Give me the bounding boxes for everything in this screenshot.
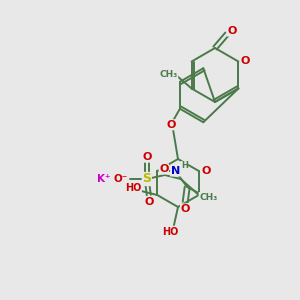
- Text: N: N: [171, 166, 180, 176]
- Text: O: O: [166, 120, 176, 130]
- Text: CH₃: CH₃: [160, 70, 178, 79]
- Text: O: O: [201, 166, 211, 176]
- Text: HO: HO: [125, 183, 141, 193]
- Text: O: O: [142, 152, 152, 162]
- Text: K⁺: K⁺: [97, 174, 110, 184]
- Text: O: O: [159, 164, 169, 174]
- Text: O: O: [144, 197, 154, 207]
- Text: HO: HO: [162, 227, 178, 237]
- Text: CH₃: CH₃: [199, 193, 217, 202]
- Text: O: O: [227, 26, 237, 36]
- Text: O: O: [241, 56, 250, 67]
- Text: H: H: [181, 161, 188, 170]
- Text: S: S: [142, 172, 151, 185]
- Text: O: O: [181, 204, 190, 214]
- Text: O⁻: O⁻: [114, 174, 128, 184]
